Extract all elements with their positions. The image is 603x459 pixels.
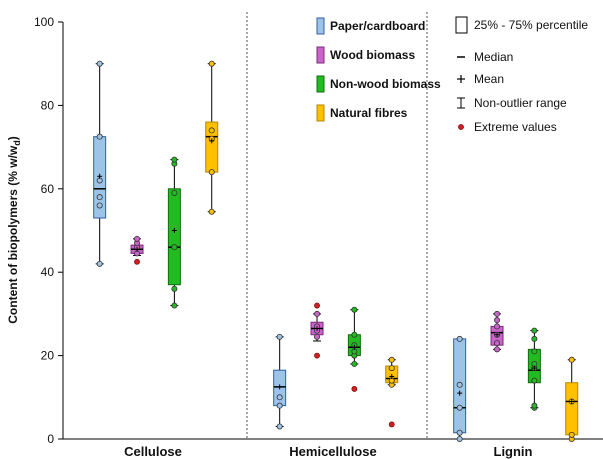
data-point (96, 194, 103, 201)
legend-percentile-box (455, 16, 468, 34)
data-point (456, 404, 463, 411)
data-point (456, 335, 463, 342)
data-point (276, 394, 283, 401)
data-point (531, 348, 538, 355)
extreme-point (314, 302, 320, 309)
data-point (568, 431, 575, 438)
box-hemicellulose-non-wood-biomass (347, 306, 361, 392)
data-point (171, 244, 178, 251)
category-separators (246, 12, 428, 439)
category-labels: Cellulose Hemicellulose Lignin (124, 444, 532, 459)
legend-label-natural-fibres: Natural fibres (330, 106, 408, 120)
y-tick-label: 60 (41, 182, 55, 196)
y-tick-label: 80 (41, 98, 55, 112)
data-point (531, 327, 538, 334)
boxes-layer (93, 60, 579, 442)
legend-extreme-dot (458, 124, 464, 130)
data-point (494, 317, 501, 324)
box-cellulose-wood-biomass (130, 235, 144, 265)
data-point (96, 133, 103, 140)
data-point (276, 402, 283, 409)
data-point (208, 169, 215, 176)
legend-label-paper-cardboard: Paper/cardboard (330, 19, 425, 33)
legend: Paper/cardboard Wood biomass Non-wood biom… (316, 16, 588, 134)
box-cellulose-non-wood-biomass (167, 156, 181, 309)
data-point (276, 333, 283, 340)
extreme-point (388, 421, 395, 428)
data-point (351, 306, 358, 313)
data-point (456, 435, 463, 442)
y-axis-label-main: Content of biopolymers (% w/w (6, 145, 20, 324)
extreme-point (314, 352, 320, 359)
data-point (314, 333, 321, 340)
box-lignin-paper-cardboard (453, 335, 467, 442)
y-axis-label-close: ) (6, 136, 20, 140)
data-point (494, 340, 501, 347)
y-axis-label-subscript: d (12, 140, 22, 146)
legend-swatch-natural-fibres (316, 104, 325, 122)
y-tick-label: 20 (41, 349, 55, 363)
legend-label-percentile: 25% - 75% percentile (474, 18, 588, 32)
legend-label-mean: Mean (474, 72, 504, 86)
data-point (351, 331, 358, 338)
iqr-box (565, 382, 579, 436)
legend-label-extreme: Extreme values (474, 120, 557, 134)
data-point (531, 377, 538, 384)
data-point (456, 381, 463, 388)
data-point (276, 423, 283, 430)
data-point (96, 202, 103, 209)
data-point (96, 260, 103, 267)
category-label-cellulose: Cellulose (124, 444, 182, 459)
category-label-hemicellulose: Hemicellulose (289, 444, 376, 459)
data-point (208, 127, 215, 134)
data-point (531, 335, 538, 342)
data-point (314, 310, 321, 317)
legend-label-wood-biomass: Wood biomass (330, 48, 415, 62)
box-hemicellulose-natural-fibres (385, 356, 399, 428)
extreme-point (134, 258, 140, 265)
y-tick-label: 40 (41, 265, 55, 279)
y-axis-label: Content of biopolymers (% w/wd) (6, 136, 22, 324)
y-tick-label: 0 (47, 432, 54, 446)
data-point (171, 285, 178, 292)
data-point (96, 60, 103, 67)
category-label-lignin: Lignin (494, 444, 533, 459)
box-lignin-non-wood-biomass (527, 327, 541, 411)
iqr-box (167, 188, 181, 286)
legend-swatch-paper-cardboard (316, 17, 325, 35)
data-point (388, 356, 395, 363)
data-point (388, 365, 395, 372)
data-point (171, 302, 178, 309)
data-point (494, 310, 501, 317)
data-point (351, 360, 358, 367)
data-point (494, 323, 501, 330)
data-point (456, 429, 463, 436)
data-point (208, 60, 215, 67)
axes: 0 20 40 60 80 100 (34, 15, 603, 446)
box-hemicellulose-paper-cardboard (273, 333, 287, 430)
data-point (568, 356, 575, 363)
box-lignin-wood-biomass (490, 310, 504, 353)
extreme-point (351, 386, 358, 392)
legend-label-non-wood-biomass: Non-wood biomass (330, 77, 441, 91)
box-cellulose-natural-fibres (205, 60, 219, 215)
legend-label-median: Median (474, 50, 513, 64)
box-hemicellulose-wood-biomass (310, 302, 324, 359)
data-point (494, 346, 501, 353)
box-cellulose-paper-cardboard (93, 60, 107, 267)
legend-swatch-non-wood-biomass (316, 75, 325, 93)
data-point (208, 208, 215, 215)
legend-swatch-wood-biomass (316, 46, 325, 64)
data-point (134, 235, 141, 242)
data-point (171, 156, 178, 163)
data-point (171, 189, 178, 196)
data-point (531, 402, 538, 409)
legend-label-range: Non-outlier range (474, 96, 567, 110)
y-tick-label: 100 (34, 15, 54, 29)
box-lignin-natural-fibres (565, 356, 579, 442)
